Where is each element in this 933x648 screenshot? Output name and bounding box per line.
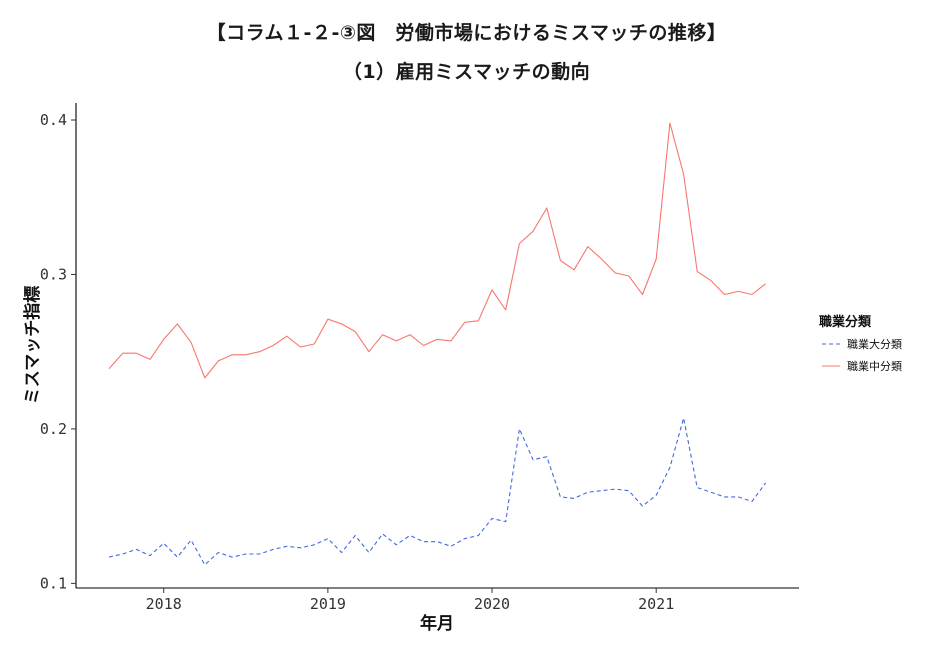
y-tick-label: 0.1: [40, 574, 67, 592]
y-tick-label: 0.2: [40, 420, 67, 438]
legend-label-dai: 職業大分類: [847, 337, 902, 351]
chart-subtitle: （1）雇用ミスマッチの動向: [342, 61, 591, 83]
x-tick-label: 2020: [474, 595, 510, 613]
x-axis-title: 年月: [420, 613, 454, 634]
y-ticks: 0.1 0.2 0.3 0.4: [40, 111, 76, 592]
series-line-shokugyo-chu: [108, 122, 766, 379]
x-ticks: 2018 2019 2020 2021: [146, 588, 674, 613]
y-tick-label: 0.3: [40, 265, 67, 283]
x-tick-label: 2018: [146, 595, 182, 613]
chart-title: 【コラム１-２-③図 労働市場におけるミスマッチの推移】: [206, 22, 727, 44]
y-tick-label: 0.4: [40, 111, 67, 129]
legend-title: 職業分類: [819, 314, 872, 330]
axes: [75, 103, 799, 589]
series-layer: [108, 122, 767, 566]
x-tick-label: 2019: [310, 595, 346, 613]
series-line-shokugyo-dai: [108, 417, 767, 566]
legend: 職業分類 職業大分類 職業中分類: [819, 314, 902, 373]
legend-label-chu: 職業中分類: [847, 360, 902, 373]
x-tick-label: 2021: [638, 595, 674, 613]
y-axis-title: ミスマッチ指標: [22, 286, 43, 405]
